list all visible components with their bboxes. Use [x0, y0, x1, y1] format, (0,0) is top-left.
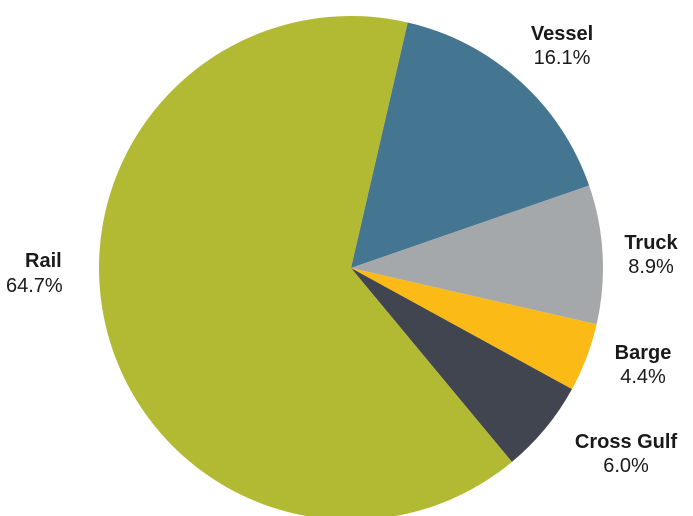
label-cross-gulf-value: 6.0% [603, 455, 649, 477]
label-rail-value: 64.7% [6, 275, 63, 297]
slice-barge [351, 268, 597, 390]
label-vessel-value: 16.1% [534, 47, 591, 69]
label-cross-gulf-name: Cross Gulf [575, 431, 678, 453]
label-barge-name: Barge [615, 342, 672, 364]
label-truck-value: 8.9% [628, 256, 674, 278]
label-rail-name: Rail [25, 250, 62, 272]
label-barge-value: 4.4% [620, 366, 666, 388]
slice-rail [99, 16, 512, 516]
label-vessel-name: Vessel [531, 23, 593, 45]
slice-cross-gulf [351, 268, 572, 462]
slice-labels: Vessel 16.1% Truck 8.9% Barge 4.4% Cross… [6, 23, 679, 477]
label-truck-name: Truck [624, 232, 678, 254]
slice-truck [351, 185, 603, 325]
pie-slices [99, 16, 603, 516]
slice-vessel [351, 22, 590, 269]
